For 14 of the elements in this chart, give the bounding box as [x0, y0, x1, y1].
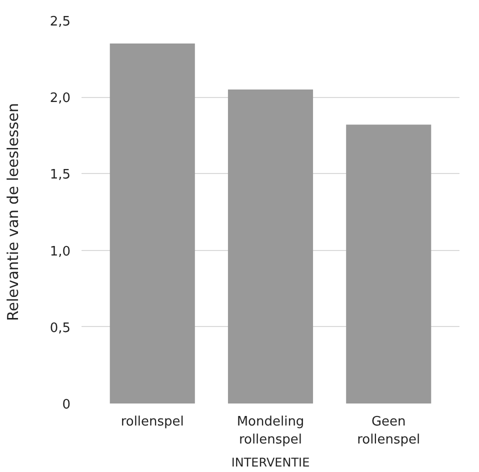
x-tick-label: rollenspel [120, 414, 184, 430]
y-tick-label: 1,0 [50, 244, 71, 260]
y-tick-label: 0,5 [50, 320, 71, 336]
y-tick-label: 2,5 [50, 14, 71, 30]
bar [110, 43, 195, 404]
x-tick-label: Geen rollenspel [357, 414, 420, 448]
y-tick-label: 1,5 [50, 168, 71, 183]
y-axis-title: Relevantie van de leeslessen [4, 102, 22, 322]
bar [346, 124, 432, 404]
x-axis-title: INTERVENTIE [231, 456, 310, 470]
y-tick-label: 2,0 [50, 91, 71, 106]
x-tick-label: Mondeling rollenspel [236, 414, 304, 448]
y-tick-label: 0 [62, 398, 71, 412]
bar [228, 89, 314, 404]
